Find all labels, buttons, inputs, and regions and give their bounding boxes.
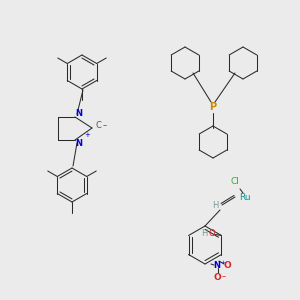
- Text: O: O: [223, 262, 231, 271]
- Text: H: H: [201, 229, 208, 238]
- Text: –: –: [222, 272, 226, 281]
- Text: N: N: [214, 262, 220, 271]
- Text: P: P: [209, 102, 217, 112]
- Text: N: N: [76, 110, 82, 118]
- Text: Cl: Cl: [231, 178, 239, 187]
- Text: C: C: [95, 122, 101, 130]
- Text: H: H: [212, 200, 218, 209]
- Text: Ru: Ru: [239, 193, 251, 202]
- Text: N: N: [76, 139, 82, 148]
- Text: +: +: [84, 132, 90, 138]
- Text: O: O: [208, 229, 215, 238]
- Text: +: +: [220, 260, 226, 266]
- Text: O: O: [213, 272, 221, 281]
- Text: –: –: [103, 122, 107, 130]
